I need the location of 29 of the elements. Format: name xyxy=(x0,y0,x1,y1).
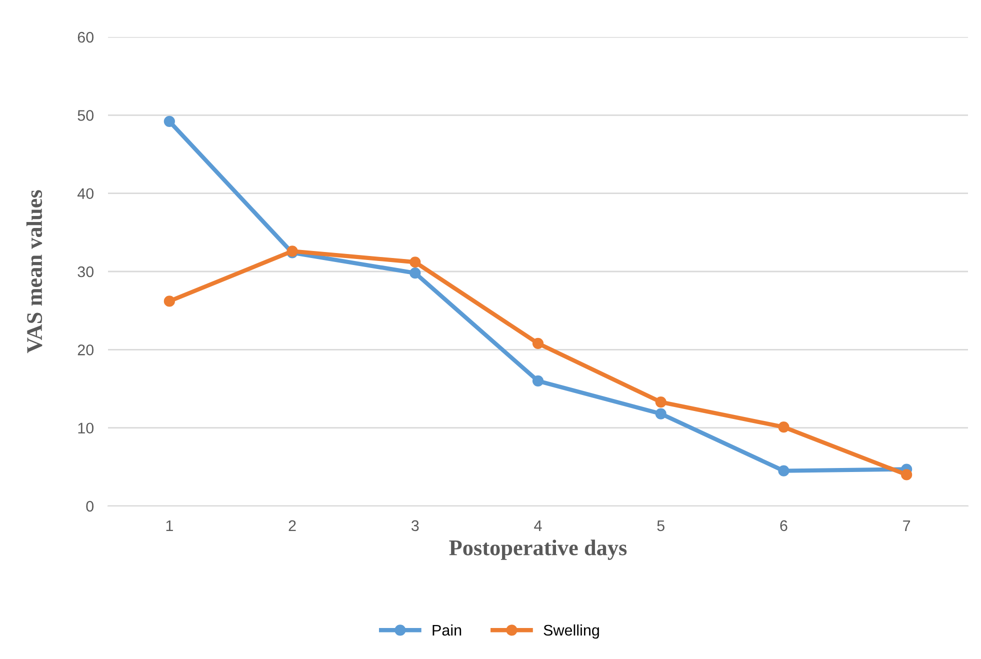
point xyxy=(901,469,912,480)
y-tick-label: 10 xyxy=(78,422,94,434)
y-axis-title: VAS mean values xyxy=(26,190,42,354)
y-tick-label: 20 xyxy=(78,344,94,356)
legend-label: Pain xyxy=(432,624,462,636)
x-tick-label: 4 xyxy=(534,520,542,531)
point xyxy=(778,465,790,476)
point xyxy=(532,375,544,386)
legend-label: Swelling xyxy=(544,624,599,639)
x-tick-label: 6 xyxy=(780,520,788,532)
point xyxy=(164,296,175,307)
point xyxy=(655,408,666,420)
x-axis-title: Postoperative days xyxy=(449,540,627,560)
y-tick-label: 0 xyxy=(86,500,94,512)
x-tick-label: 7 xyxy=(903,520,910,531)
point xyxy=(778,421,790,433)
x-tick-label: 2 xyxy=(288,520,296,531)
x-tick-label: 3 xyxy=(411,520,419,532)
x-tick-label: 5 xyxy=(657,520,664,532)
y-tick-label: 30 xyxy=(78,266,94,278)
point xyxy=(532,338,544,349)
y-tick-label: 60 xyxy=(78,32,94,43)
x-tick-label: 1 xyxy=(166,520,173,531)
point xyxy=(655,396,666,408)
y-tick-label: 40 xyxy=(77,188,94,200)
y-tick-label: 50 xyxy=(78,110,94,121)
point xyxy=(410,268,421,279)
point xyxy=(164,116,175,127)
point xyxy=(410,256,421,268)
